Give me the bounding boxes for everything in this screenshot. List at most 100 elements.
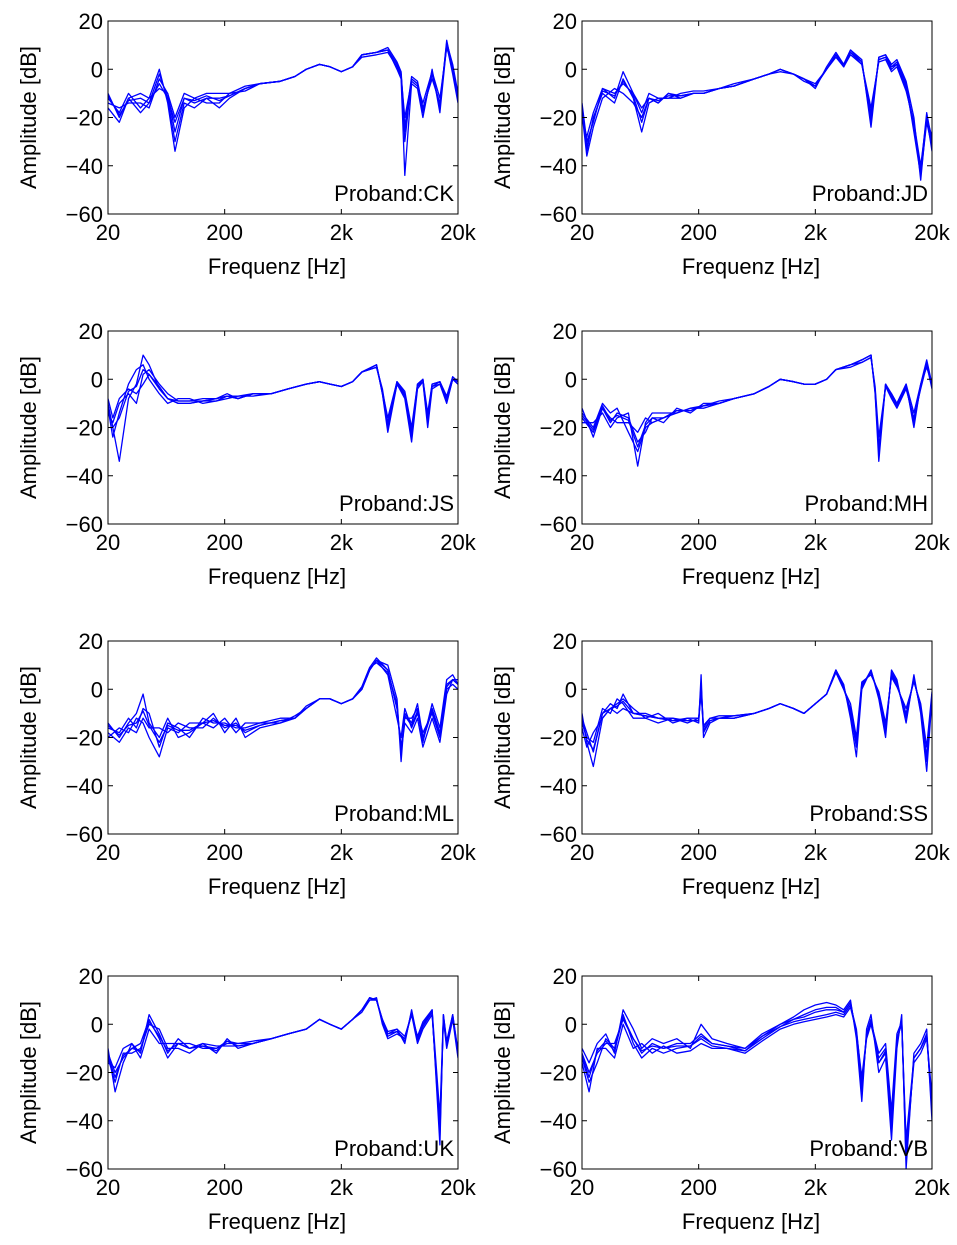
chart-4-ytick-label-4: −60 bbox=[66, 822, 103, 847]
chart-2-xtick-label-3: 20k bbox=[440, 530, 476, 555]
chart-7-xtick-label-0: 20 bbox=[570, 1175, 594, 1200]
chart-2-ytick-label-2: −20 bbox=[66, 416, 103, 441]
chart-2-ylabel: Amplitude [dB] bbox=[16, 356, 41, 499]
chart-4-xtick-label-0: 20 bbox=[96, 840, 120, 865]
chart-0-xtick-label-3: 20k bbox=[440, 220, 476, 245]
chart-4-series-line-4 bbox=[108, 659, 458, 751]
chart-3-ytick-label-2: −20 bbox=[540, 416, 577, 441]
chart-7-xtick-label-3: 20k bbox=[914, 1175, 950, 1200]
chart-5-ylabel: Amplitude [dB] bbox=[490, 666, 515, 809]
chart-5-ytick-label-3: −40 bbox=[540, 774, 577, 799]
chart-2-xtick-label-1: 200 bbox=[206, 530, 243, 555]
chart-5-ytick-label-4: −60 bbox=[540, 822, 577, 847]
chart-1-xlabel: Frequenz [Hz] bbox=[682, 254, 820, 279]
chart-6-series-group bbox=[108, 997, 458, 1146]
chart-4-axes-box bbox=[107, 640, 459, 835]
chart-3-ylabel: Amplitude [dB] bbox=[490, 356, 515, 499]
chart-1-ytick-label-3: −40 bbox=[540, 154, 577, 179]
chart-3-subject-label: Proband:MH bbox=[804, 491, 928, 516]
chart-4-ytick-label-3: −40 bbox=[66, 774, 103, 799]
chart-6-xtick-label-0: 20 bbox=[96, 1175, 120, 1200]
chart-1-axes-box bbox=[581, 20, 933, 215]
chart-1-ytick-label-1: 0 bbox=[565, 57, 577, 82]
chart-7-axes-box bbox=[581, 975, 933, 1170]
chart-3-ytick-label-4: −60 bbox=[540, 512, 577, 537]
chart-4-xtick-label-1: 200 bbox=[206, 840, 243, 865]
chart-6-ytick-label-1: 0 bbox=[91, 1012, 103, 1037]
chart-6-xtick-label-2: 2k bbox=[330, 1175, 354, 1200]
chart-7-xtick-label-1: 200 bbox=[680, 1175, 717, 1200]
chart-0-ytick-label-2: −20 bbox=[66, 106, 103, 131]
chart-6-plot-area bbox=[108, 976, 458, 1169]
chart-7-subject-label: Proband:VB bbox=[809, 1136, 928, 1161]
chart-0-xtick-label-2: 2k bbox=[330, 220, 354, 245]
chart-0-plot-area bbox=[108, 21, 458, 214]
chart-5-xtick-label-3: 20k bbox=[914, 840, 950, 865]
chart-4-xlabel: Frequenz [Hz] bbox=[208, 874, 346, 899]
chart-2-xtick-label-2: 2k bbox=[330, 530, 354, 555]
chart-4-subject-label: Proband:ML bbox=[334, 801, 454, 826]
chart-6-ytick-label-0: 20 bbox=[79, 964, 103, 989]
chart-3-xtick-label-1: 200 bbox=[680, 530, 717, 555]
chart-0-subject-label: Proband:CK bbox=[334, 181, 454, 206]
chart-5-ytick-label-2: −20 bbox=[540, 726, 577, 751]
chart-3-series-line-4 bbox=[582, 354, 932, 453]
chart-5-xtick-label-1: 200 bbox=[680, 840, 717, 865]
chart-6-axes-box bbox=[107, 975, 459, 1170]
chart-0-xtick-label-0: 20 bbox=[96, 220, 120, 245]
chart-7-xtick-label-2: 2k bbox=[804, 1175, 828, 1200]
chart-0-ytick-label-4: −60 bbox=[66, 202, 103, 227]
chart-6-xlabel: Frequenz [Hz] bbox=[208, 1209, 346, 1234]
chart-7-ytick-label-4: −60 bbox=[540, 1157, 577, 1182]
chart-5-subject-label: Proband:SS bbox=[809, 801, 928, 826]
chart-2-subject-label: Proband:JS bbox=[339, 491, 454, 516]
chart-1-xtick-label-0: 20 bbox=[570, 220, 594, 245]
chart-3-ytick-label-3: −40 bbox=[540, 464, 577, 489]
chart-1-series-group bbox=[582, 49, 932, 181]
chart-7-xlabel: Frequenz [Hz] bbox=[682, 1209, 820, 1234]
chart-7-series-line-4 bbox=[582, 1001, 932, 1156]
chart-1-ytick-label-4: −60 bbox=[540, 202, 577, 227]
chart-1-ytick-label-2: −20 bbox=[540, 106, 577, 131]
chart-6-ytick-label-3: −40 bbox=[66, 1109, 103, 1134]
chart-7-ytick-label-0: 20 bbox=[553, 964, 577, 989]
chart-5-ytick-label-1: 0 bbox=[565, 677, 577, 702]
chart-3-xtick-label-3: 20k bbox=[914, 530, 950, 555]
chart-0-ytick-label-0: 20 bbox=[79, 9, 103, 34]
chart-2-xlabel: Frequenz [Hz] bbox=[208, 564, 346, 589]
chart-2-plot-area bbox=[108, 331, 458, 524]
chart-3-xtick-label-2: 2k bbox=[804, 530, 828, 555]
chart-3-xtick-label-0: 20 bbox=[570, 530, 594, 555]
chart-2-series-line-4 bbox=[108, 364, 458, 436]
chart-2-xtick-label-0: 20 bbox=[96, 530, 120, 555]
chart-1-series-line-4 bbox=[582, 51, 932, 174]
chart-0-axes-box bbox=[107, 20, 459, 215]
chart-7-ytick-label-3: −40 bbox=[540, 1109, 577, 1134]
chart-3-ytick-label-0: 20 bbox=[553, 319, 577, 344]
chart-2-series-group bbox=[108, 354, 458, 462]
chart-5-series-line-4 bbox=[582, 669, 932, 760]
chart-1-ylabel: Amplitude [dB] bbox=[490, 46, 515, 189]
chart-5-plot-area bbox=[582, 641, 932, 834]
chart-4-series-group bbox=[108, 657, 458, 763]
chart-0-series-group bbox=[108, 39, 458, 177]
chart-6-ytick-label-4: −60 bbox=[66, 1157, 103, 1182]
chart-0-ytick-label-1: 0 bbox=[91, 57, 103, 82]
chart-6-series-line-4 bbox=[108, 997, 458, 1132]
chart-1-xtick-label-1: 200 bbox=[680, 220, 717, 245]
chart-2-ytick-label-4: −60 bbox=[66, 512, 103, 537]
chart-5-series-group bbox=[582, 669, 932, 772]
chart-7-ylabel: Amplitude [dB] bbox=[490, 1001, 515, 1144]
chart-7-ytick-label-2: −20 bbox=[540, 1061, 577, 1086]
chart-1-series-line-3 bbox=[582, 54, 932, 167]
chart-0-ytick-label-3: −40 bbox=[66, 154, 103, 179]
chart-5-axes-box bbox=[581, 640, 933, 835]
chart-2-ytick-label-0: 20 bbox=[79, 319, 103, 344]
chart-0-series-line-4 bbox=[108, 44, 458, 133]
chart-2-axes-box bbox=[107, 330, 459, 525]
